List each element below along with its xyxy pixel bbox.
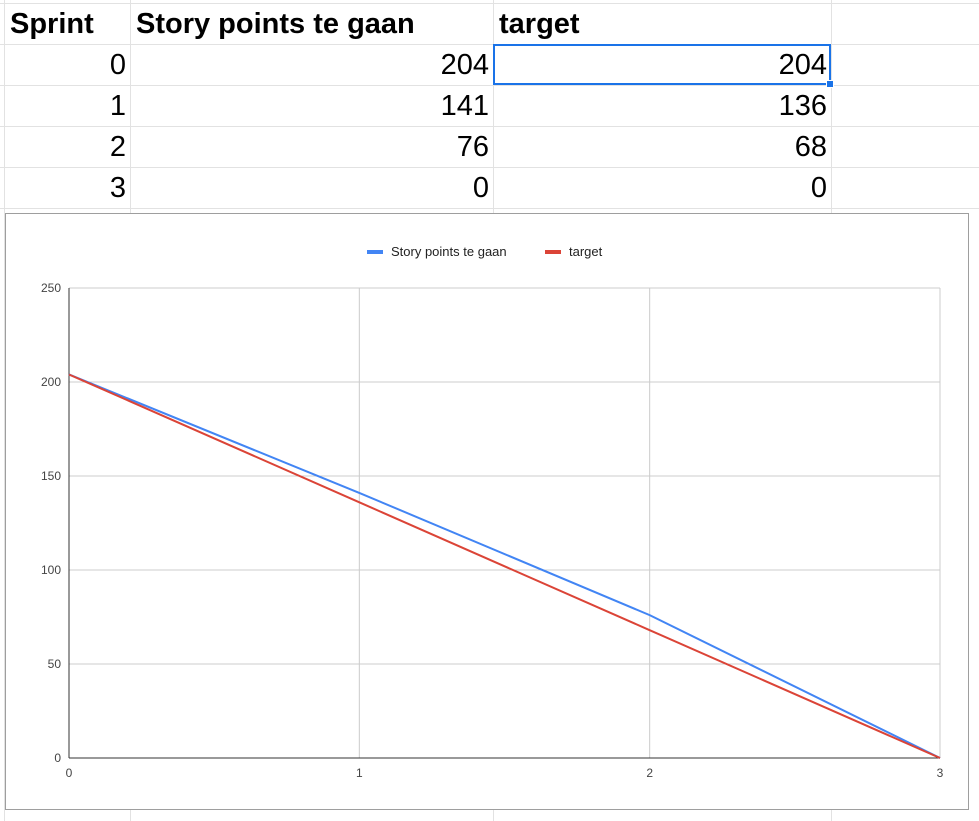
table-cell[interactable]: 0: [109, 49, 126, 81]
grid-row-line: [0, 44, 979, 45]
header-cell-sprint[interactable]: Sprint: [10, 8, 94, 40]
y-tick-label: 0: [54, 751, 61, 765]
x-tick-label: 0: [66, 766, 73, 780]
legend-swatch: [367, 250, 383, 254]
table-cell[interactable]: 141: [440, 90, 489, 122]
header-cell-story-points[interactable]: Story points te gaan: [136, 8, 415, 40]
grid-row-line: [0, 85, 979, 86]
y-tick-label: 50: [48, 657, 62, 671]
table-cell[interactable]: 0: [472, 172, 489, 204]
grid-row-line: [0, 167, 979, 168]
table-cell[interactable]: 136: [778, 90, 827, 122]
line-chart[interactable]: 0 50 100 150 200 250 0 1 2 3 Story points te gaan t…: [5, 213, 969, 810]
y-tick-label: 100: [41, 563, 61, 577]
grid-row-line: [0, 208, 979, 209]
grid-row-line: [0, 126, 979, 127]
fill-handle[interactable]: [826, 80, 834, 88]
table-cell[interactable]: 76: [456, 131, 489, 163]
table-cell[interactable]: 1: [109, 90, 126, 122]
x-tick-label: 3: [937, 766, 944, 780]
chart-canvas: 0 50 100 150 200 250 0 1 2 3 Story points te gaan t…: [41, 244, 944, 780]
y-tick-label: 250: [41, 281, 61, 295]
grid-column-line: [4, 0, 5, 821]
table-cell[interactable]: 2: [109, 131, 126, 163]
legend-swatch: [545, 250, 561, 254]
table-cell[interactable]: 0: [810, 172, 827, 204]
header-cell-target[interactable]: target: [499, 8, 580, 40]
x-tick-label: 2: [646, 766, 653, 780]
table-cell[interactable]: 3: [109, 172, 126, 204]
x-tick-label: 1: [356, 766, 363, 780]
series-line-story-points: [68, 373, 941, 759]
grid-row-line: [0, 3, 979, 4]
y-tick-label: 200: [41, 375, 61, 389]
table-cell-selected[interactable]: 204: [778, 49, 827, 81]
legend-label: target: [569, 244, 603, 259]
y-tick-label: 150: [41, 469, 61, 483]
series-line-target: [68, 373, 941, 759]
table-cell[interactable]: 204: [440, 49, 489, 81]
legend-label: Story points te gaan: [391, 244, 507, 259]
table-cell[interactable]: 68: [794, 131, 827, 163]
